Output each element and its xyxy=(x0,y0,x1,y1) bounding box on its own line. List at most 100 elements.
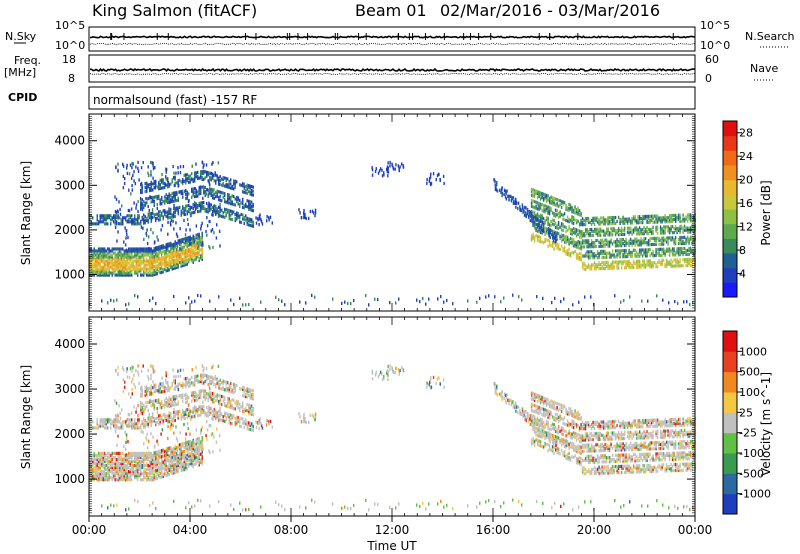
power-cell xyxy=(544,221,546,225)
power-cell xyxy=(140,182,142,187)
power-cell xyxy=(544,197,546,201)
velocity-cell xyxy=(146,461,148,466)
power-cell xyxy=(619,221,621,225)
power-cell xyxy=(131,214,133,218)
velocity-cell xyxy=(165,467,167,471)
velocity-cell xyxy=(155,416,157,421)
power-cell xyxy=(215,173,217,177)
power-cell xyxy=(429,175,432,179)
power-cell xyxy=(211,162,213,166)
power-cell xyxy=(670,213,672,218)
power-cell xyxy=(152,296,154,300)
velocity-cell xyxy=(170,446,172,450)
power-cell xyxy=(105,259,107,263)
power-cell xyxy=(173,176,175,180)
power-cell xyxy=(649,261,651,265)
power-colorbar-label: Power [dB] xyxy=(759,180,773,245)
velocity-cell xyxy=(182,409,184,413)
power-cell xyxy=(174,250,176,254)
power-cell xyxy=(180,264,182,268)
power-cell xyxy=(158,214,160,218)
power-cell xyxy=(126,261,128,265)
power-cell xyxy=(655,263,657,267)
power-cell xyxy=(111,265,113,269)
power-cell xyxy=(251,191,253,195)
power-cell xyxy=(158,196,160,200)
power-cell xyxy=(134,222,136,226)
power-cell xyxy=(145,231,147,236)
power-cell xyxy=(156,248,158,252)
velocity-cell xyxy=(186,450,188,455)
velocity-cell xyxy=(188,407,190,412)
power-cell xyxy=(150,257,152,261)
power-cell xyxy=(246,199,248,203)
power-cell xyxy=(559,247,561,252)
power-cell xyxy=(643,237,645,241)
velocity-cell xyxy=(111,463,113,468)
power-cell xyxy=(548,241,551,245)
power-cell xyxy=(656,247,659,252)
velocity-cell xyxy=(95,470,97,474)
power-cell xyxy=(104,253,106,257)
power-cell xyxy=(200,209,202,213)
power-cell xyxy=(130,207,133,211)
power-cell xyxy=(625,243,627,248)
power-cell xyxy=(134,265,136,269)
power-cell xyxy=(688,259,690,264)
power-cell xyxy=(661,238,663,242)
power-cell xyxy=(228,195,230,199)
velocity-cell xyxy=(111,459,113,464)
power-cell xyxy=(115,210,118,215)
velocity-cell xyxy=(147,472,149,476)
power-cell xyxy=(246,216,248,220)
power-cell xyxy=(649,214,651,218)
power-cell xyxy=(571,219,573,223)
velocity-cell xyxy=(101,461,103,466)
power-cell xyxy=(620,300,622,304)
velocity-cell xyxy=(102,461,104,466)
power-cell xyxy=(548,196,551,201)
velocity-cell xyxy=(179,443,181,447)
velocity-cell xyxy=(131,465,133,470)
power-cell xyxy=(249,223,251,227)
power-cell xyxy=(237,196,239,200)
power-cell xyxy=(668,216,671,220)
power-cell xyxy=(530,189,533,193)
power-cell xyxy=(170,209,172,213)
power-cell xyxy=(252,203,254,207)
power-cell xyxy=(89,218,91,222)
power-cell xyxy=(563,245,566,249)
power-cell xyxy=(161,172,163,177)
velocity-cell xyxy=(131,461,133,466)
velocity-cell xyxy=(162,381,164,386)
power-cell xyxy=(632,239,635,243)
power-cell xyxy=(688,213,690,217)
power-cell xyxy=(243,190,245,194)
power-cell xyxy=(649,238,651,243)
power-cell xyxy=(680,235,683,240)
power-cell xyxy=(183,237,185,241)
power-cell xyxy=(541,193,543,198)
velocity-cell xyxy=(126,453,128,458)
velocity-cell xyxy=(107,418,109,422)
power-cell xyxy=(137,265,139,269)
velocity-cell xyxy=(200,407,202,411)
power-cell xyxy=(95,261,97,265)
power-cell xyxy=(165,257,167,261)
velocity-cell xyxy=(147,476,149,480)
power-cell xyxy=(605,255,608,259)
power-cell xyxy=(227,210,229,214)
power-cell xyxy=(239,198,241,202)
power-cell xyxy=(652,214,654,218)
power-cell xyxy=(218,229,221,233)
power-cell xyxy=(227,196,229,201)
power-cell xyxy=(674,251,677,255)
power-cell xyxy=(629,230,632,234)
power-cell xyxy=(180,211,182,215)
power-cell xyxy=(206,207,208,212)
power-cell xyxy=(141,188,143,192)
velocity-cell xyxy=(108,459,110,464)
power-cell xyxy=(674,299,676,304)
velocity-cell xyxy=(177,453,179,457)
power-cell xyxy=(655,216,657,220)
